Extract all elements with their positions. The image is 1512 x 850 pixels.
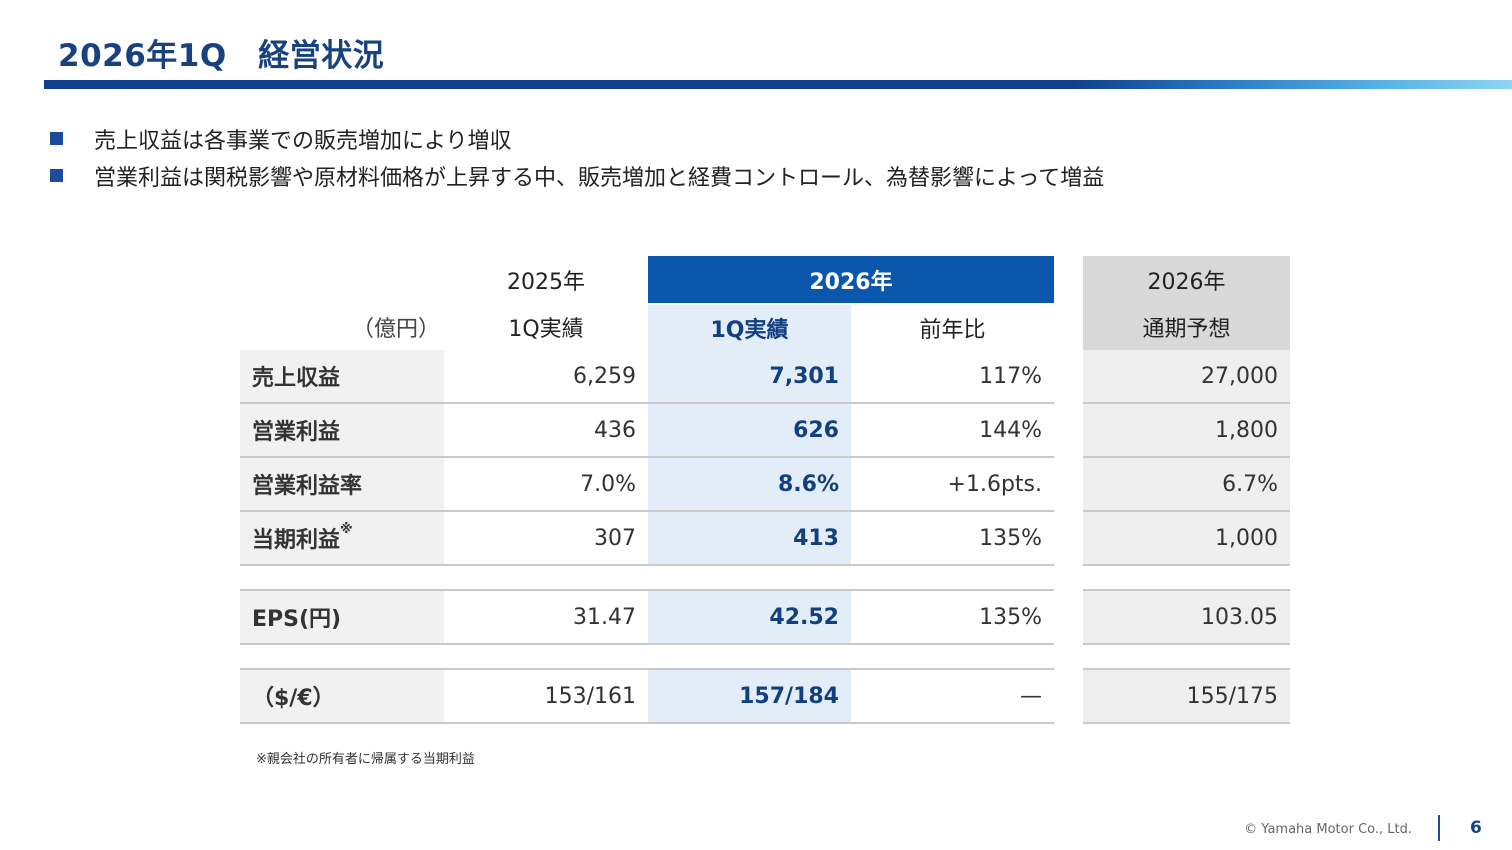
table-row: 売上収益 6,259 7,301 117% 27,000 [240, 350, 1290, 404]
value-forecast: 1,800 [1083, 403, 1290, 458]
value-2026: 7,301 [648, 350, 851, 404]
spacer-cell [1054, 457, 1083, 511]
gap-cell [648, 565, 851, 591]
value-yoy: 117% [851, 350, 1054, 404]
table-header-row: 2025年 2026年 2026年 [240, 256, 1290, 305]
table-row: 営業利益率 7.0% 8.6% +1.6pts. 6.7% [240, 457, 1290, 512]
header-spacer [1054, 256, 1083, 304]
bullet-list: 売上収益は各事業での販売増加により増収 営業利益は関税影響や原材料価格が上昇する… [50, 120, 1104, 194]
row-label: （$/€） [240, 669, 444, 724]
gap-cell [1054, 644, 1083, 669]
header-forecast-year: 2026年 [1083, 256, 1290, 304]
row-label: 営業利益 [240, 403, 444, 458]
gap-cell [444, 565, 648, 591]
table-row: 営業利益 436 626 144% 1,800 [240, 403, 1290, 458]
value-2026: 42.52 [648, 590, 851, 645]
footnote-mark: ※ [340, 522, 353, 537]
value-2026: 8.6% [648, 457, 851, 512]
bullet-text: 売上収益は各事業での販売増加により増収 [94, 128, 512, 154]
spacer-cell [1054, 590, 1083, 644]
page-number: 6 [1470, 818, 1482, 838]
header-2026-actual: 1Q実績 [648, 304, 851, 350]
value-forecast: 103.05 [1083, 590, 1290, 645]
value-2025: 31.47 [444, 590, 648, 645]
value-forecast: 27,000 [1083, 350, 1290, 404]
header-forecast: 通期予想 [1083, 304, 1290, 350]
gap-cell [1054, 565, 1083, 590]
row-label: EPS(円) [240, 590, 444, 645]
table-row: 当期利益※ 307 413 135% 1,000 [240, 511, 1290, 566]
bullet-item: 売上収益は各事業での販売増加により増収 [50, 120, 1104, 157]
value-yoy: 144% [851, 403, 1054, 458]
title-underline-bar [44, 80, 1512, 89]
value-forecast: 1,000 [1083, 511, 1290, 566]
value-yoy: — [851, 669, 1054, 724]
row-label-text: 当期利益 [252, 528, 341, 553]
gap-cell [240, 565, 444, 591]
header-2025-actual: 1Q実績 [508, 317, 584, 342]
footnote: ※親会社の所有者に帰属する当期利益 [256, 752, 475, 767]
financial-results-table: 2025年 2026年 2026年 （億円） 1Q実績 1Q実績 前年比 通期予… [240, 256, 1290, 724]
footer-divider [1438, 815, 1440, 841]
value-forecast: 6.7% [1083, 457, 1290, 512]
row-label: 当期利益※ [240, 511, 444, 566]
gap-cell [1083, 644, 1290, 670]
header-spacer [1054, 304, 1083, 350]
table-gap-row [240, 644, 1290, 670]
bullet-text: 営業利益は関税影響や原材料価格が上昇する中、販売増加と経費コントロール、為替影響… [94, 165, 1105, 191]
value-yoy: 135% [851, 590, 1054, 645]
header-yoy: 前年比 [919, 317, 986, 343]
value-2025: 6,259 [444, 350, 648, 404]
unit-label: （億円） [351, 317, 440, 342]
value-2025: 153/161 [444, 669, 648, 724]
page-title: 2026年1Q 経営状況 [58, 38, 385, 74]
value-2025: 7.0% [444, 457, 648, 512]
spacer-cell [1054, 350, 1083, 403]
table-row-eps: EPS(円) 31.47 42.52 135% 103.05 [240, 590, 1290, 645]
value-2026: 413 [648, 511, 851, 566]
bullet-item: 営業利益は関税影響や原材料価格が上昇する中、販売増加と経費コントロール、為替影響… [50, 157, 1104, 194]
square-bullet-icon [50, 169, 63, 182]
table-row-fx: （$/€） 153/161 157/184 — 155/175 [240, 669, 1290, 724]
gap-cell [240, 644, 444, 670]
table-subheader-row: （億円） 1Q実績 1Q実績 前年比 通期予想 [240, 304, 1290, 350]
value-yoy: +1.6pts. [851, 457, 1054, 512]
copyright: © Yamaha Motor Co., Ltd. [1244, 822, 1412, 837]
gap-cell [444, 644, 648, 670]
value-2025: 436 [444, 403, 648, 458]
value-2026: 626 [648, 403, 851, 458]
spacer-cell [1054, 669, 1083, 723]
row-label: 売上収益 [240, 350, 444, 404]
header-year-2025: 2025年 [507, 270, 585, 295]
gap-cell [648, 644, 851, 670]
gap-cell [1083, 565, 1290, 591]
header-empty [240, 256, 444, 304]
spacer-cell [1054, 511, 1083, 565]
table-gap-row [240, 565, 1290, 591]
gap-cell [851, 644, 1054, 670]
spacer-cell [1054, 403, 1083, 457]
row-label: 営業利益率 [240, 457, 444, 512]
header-year-2026: 2026年 [648, 256, 1054, 305]
value-2026: 157/184 [648, 669, 851, 724]
square-bullet-icon [50, 132, 63, 145]
value-forecast: 155/175 [1083, 669, 1290, 724]
value-2025: 307 [444, 511, 648, 566]
gap-cell [851, 565, 1054, 591]
value-yoy: 135% [851, 511, 1054, 566]
